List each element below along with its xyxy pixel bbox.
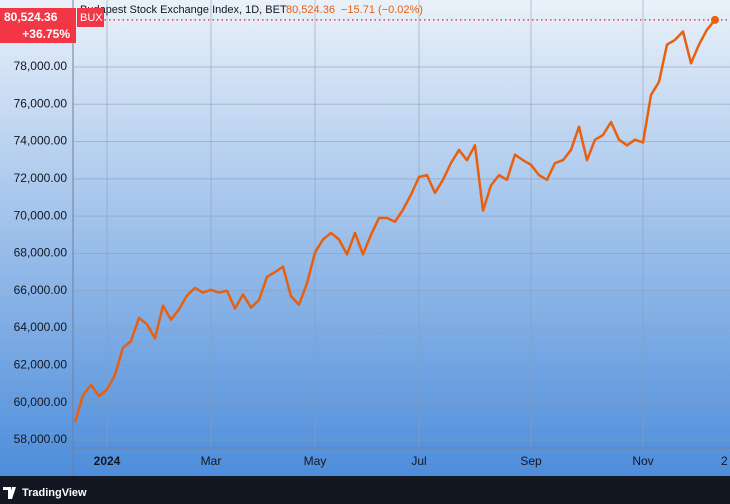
- y-tick-label: 68,000.00: [14, 246, 68, 260]
- legend-price: 80,524.36: [286, 4, 335, 16]
- x-tick-label: 2: [721, 454, 728, 468]
- price-box-symbol: BUX: [80, 12, 103, 24]
- price-line: [73, 19, 716, 423]
- y-tick-label: 64,000.00: [14, 320, 68, 334]
- y-tick-label: 60,000.00: [14, 395, 68, 409]
- logo: [3, 487, 16, 499]
- x-tick-label: Nov: [632, 454, 653, 468]
- y-tick-label: 74,000.00: [14, 134, 68, 148]
- price-box-change: +36.75%: [22, 27, 70, 41]
- price-box: [0, 8, 76, 43]
- background: [0, 0, 730, 476]
- y-tick-label: 62,000.00: [14, 358, 68, 372]
- x-tick-label: May: [304, 454, 327, 468]
- footer-text: TradingView: [22, 487, 87, 499]
- y-tick-label: 70,000.00: [14, 208, 68, 222]
- x-tick-label: Jul: [411, 454, 426, 468]
- last-price-dot: [711, 15, 719, 24]
- x-tick-label: 2024: [94, 454, 121, 468]
- y-tick-label: 66,000.00: [14, 283, 68, 297]
- y-tick-label: 76,000.00: [14, 96, 68, 110]
- x-tick-label: Mar: [201, 454, 222, 468]
- y-tick-label: 58,000.00: [14, 432, 68, 446]
- price-box-price: 80,524.36: [4, 10, 58, 24]
- legend-change: −15.71 (−0.02%): [341, 4, 423, 16]
- x-tick-label: Sep: [520, 454, 542, 468]
- y-tick-label: 72,000.00: [14, 171, 68, 185]
- symbol-box: [77, 8, 104, 27]
- y-tick-label: 78,000.00: [14, 59, 68, 73]
- footer-bar: [0, 476, 730, 504]
- legend-name: Budapest Stock Exchange Index, 1D, BET: [80, 4, 287, 16]
